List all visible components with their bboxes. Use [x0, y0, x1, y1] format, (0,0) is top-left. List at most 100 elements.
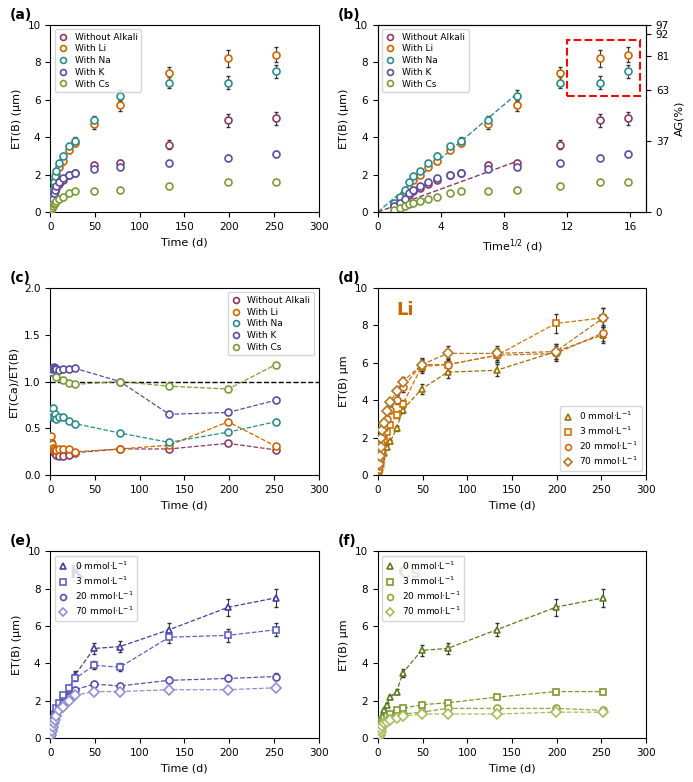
20 mmol·L$^{-1}$ — [90, 680, 98, 689]
20 mmol·L$^{-1}$ — [376, 454, 384, 463]
3 mmol·L$^{-1}$ — [599, 313, 607, 322]
Text: (f): (f) — [337, 534, 356, 548]
With Na — [116, 91, 124, 101]
With Li — [432, 156, 441, 166]
70 mmol·L$^{-1}$ — [386, 715, 394, 724]
With K — [65, 170, 73, 179]
20 mmol·L$^{-1}$ — [51, 713, 59, 723]
20 mmol·L$^{-1}$ — [377, 723, 385, 732]
0 mmol·L$^{-1}$ — [55, 700, 63, 709]
70 mmol·L$^{-1}$ — [377, 724, 385, 734]
With Cs — [416, 196, 424, 206]
3 mmol·L$^{-1}$ — [376, 459, 384, 468]
X-axis label: Time (d): Time (d) — [161, 764, 208, 773]
With Cs — [116, 377, 124, 386]
Without Alkali — [51, 187, 59, 196]
With K — [59, 174, 67, 183]
0 mmol·L$^{-1}$ — [599, 594, 607, 603]
With K — [116, 377, 124, 386]
Line: With Cs: With Cs — [390, 178, 632, 213]
0 mmol·L$^{-1}$ — [48, 726, 56, 736]
70 mmol·L$^{-1}$ — [50, 719, 58, 728]
Legend: 0 mmol·L$^{-1}$, 3 mmol·L$^{-1}$, 20 mmol·L$^{-1}$, 70 mmol·L$^{-1}$: 0 mmol·L$^{-1}$, 3 mmol·L$^{-1}$, 20 mmo… — [55, 555, 137, 620]
With Na — [53, 414, 61, 424]
Without Alkali — [272, 445, 280, 454]
With Na — [116, 429, 124, 438]
With K — [90, 164, 98, 174]
With Li — [65, 444, 73, 454]
70 mmol·L$^{-1}$ — [165, 685, 173, 694]
3 mmol·L$^{-1}$ — [386, 709, 394, 719]
Line: 0 mmol·L$^{-1}$: 0 mmol·L$^{-1}$ — [376, 332, 606, 475]
20 mmol·L$^{-1}$ — [398, 382, 407, 392]
With Na — [224, 78, 232, 88]
Line: Without Alkali: Without Alkali — [390, 115, 632, 210]
70 mmol·L$^{-1}$ — [383, 407, 391, 416]
With Cs — [513, 185, 521, 194]
20 mmol·L$^{-1}$ — [224, 674, 232, 683]
20 mmol·L$^{-1}$ — [552, 704, 560, 713]
With Cs — [423, 194, 432, 203]
With K — [405, 188, 414, 198]
With Li — [272, 50, 280, 59]
20 mmol·L$^{-1}$ — [383, 414, 391, 424]
Without Alkali — [224, 439, 232, 448]
Without Alkali — [405, 191, 414, 200]
With Cs — [90, 187, 98, 196]
20 mmol·L$^{-1}$ — [417, 360, 426, 369]
With Li — [165, 69, 173, 78]
70 mmol·L$^{-1}$ — [71, 691, 80, 700]
Legend: Without Alkali, With Li, With Na, With K, With Cs: Without Alkali, With Li, With Na, With K… — [55, 29, 141, 92]
With K — [401, 194, 410, 203]
Without Alkali — [596, 116, 604, 125]
With Li — [405, 183, 414, 192]
20 mmol·L$^{-1}$ — [377, 439, 385, 448]
20 mmol·L$^{-1}$ — [392, 396, 401, 405]
With K — [59, 364, 67, 374]
70 mmol·L$^{-1}$ — [380, 418, 388, 428]
With Li — [51, 175, 59, 185]
0 mmol·L$^{-1}$ — [49, 723, 57, 732]
With Cs — [165, 382, 173, 391]
70 mmol·L$^{-1}$ — [380, 719, 388, 728]
With Na — [50, 178, 58, 187]
With Cs — [224, 384, 232, 393]
Line: 70 mmol·L$^{-1}$: 70 mmol·L$^{-1}$ — [48, 684, 279, 738]
With Na — [423, 159, 432, 168]
0 mmol·L$^{-1}$ — [386, 437, 394, 447]
X-axis label: Time$^{1/2}$ (d): Time$^{1/2}$ (d) — [482, 237, 543, 255]
With Li — [457, 138, 466, 147]
With K — [596, 153, 604, 163]
3 mmol·L$^{-1}$ — [224, 630, 232, 640]
Y-axis label: ET(Ca)/ET(B): ET(Ca)/ET(B) — [8, 346, 18, 417]
Text: (a): (a) — [10, 8, 33, 22]
3 mmol·L$^{-1}$ — [380, 435, 388, 444]
70 mmol·L$^{-1}$ — [377, 433, 385, 443]
Line: 20 mmol·L$^{-1}$: 20 mmol·L$^{-1}$ — [376, 329, 606, 469]
Line: 3 mmol·L$^{-1}$: 3 mmol·L$^{-1}$ — [48, 626, 279, 738]
With K — [50, 188, 58, 198]
With Cs — [116, 185, 124, 194]
Without Alkali — [409, 187, 417, 196]
Line: 3 mmol·L$^{-1}$: 3 mmol·L$^{-1}$ — [376, 314, 606, 473]
0 mmol·L$^{-1}$ — [47, 730, 55, 739]
With Li — [53, 170, 61, 179]
Without Alkali — [224, 116, 232, 125]
Line: 0 mmol·L$^{-1}$: 0 mmol·L$^{-1}$ — [48, 594, 279, 738]
With Na — [165, 78, 173, 88]
With Na — [48, 412, 56, 421]
Without Alkali — [389, 202, 398, 211]
Without Alkali — [624, 113, 633, 123]
Text: Li: Li — [396, 301, 414, 319]
Y-axis label: ET(B) (µm): ET(B) (µm) — [12, 615, 22, 675]
20 mmol·L$^{-1}$ — [376, 447, 385, 456]
70 mmol·L$^{-1}$ — [376, 443, 385, 452]
20 mmol·L$^{-1}$ — [165, 676, 173, 685]
3 mmol·L$^{-1}$ — [377, 448, 385, 457]
3 mmol·L$^{-1}$ — [49, 720, 57, 730]
3 mmol·L$^{-1}$ — [493, 350, 501, 360]
With Na — [55, 412, 63, 421]
Line: With K: With K — [390, 150, 632, 210]
With Li — [446, 145, 455, 155]
20 mmol·L$^{-1}$ — [53, 709, 61, 719]
